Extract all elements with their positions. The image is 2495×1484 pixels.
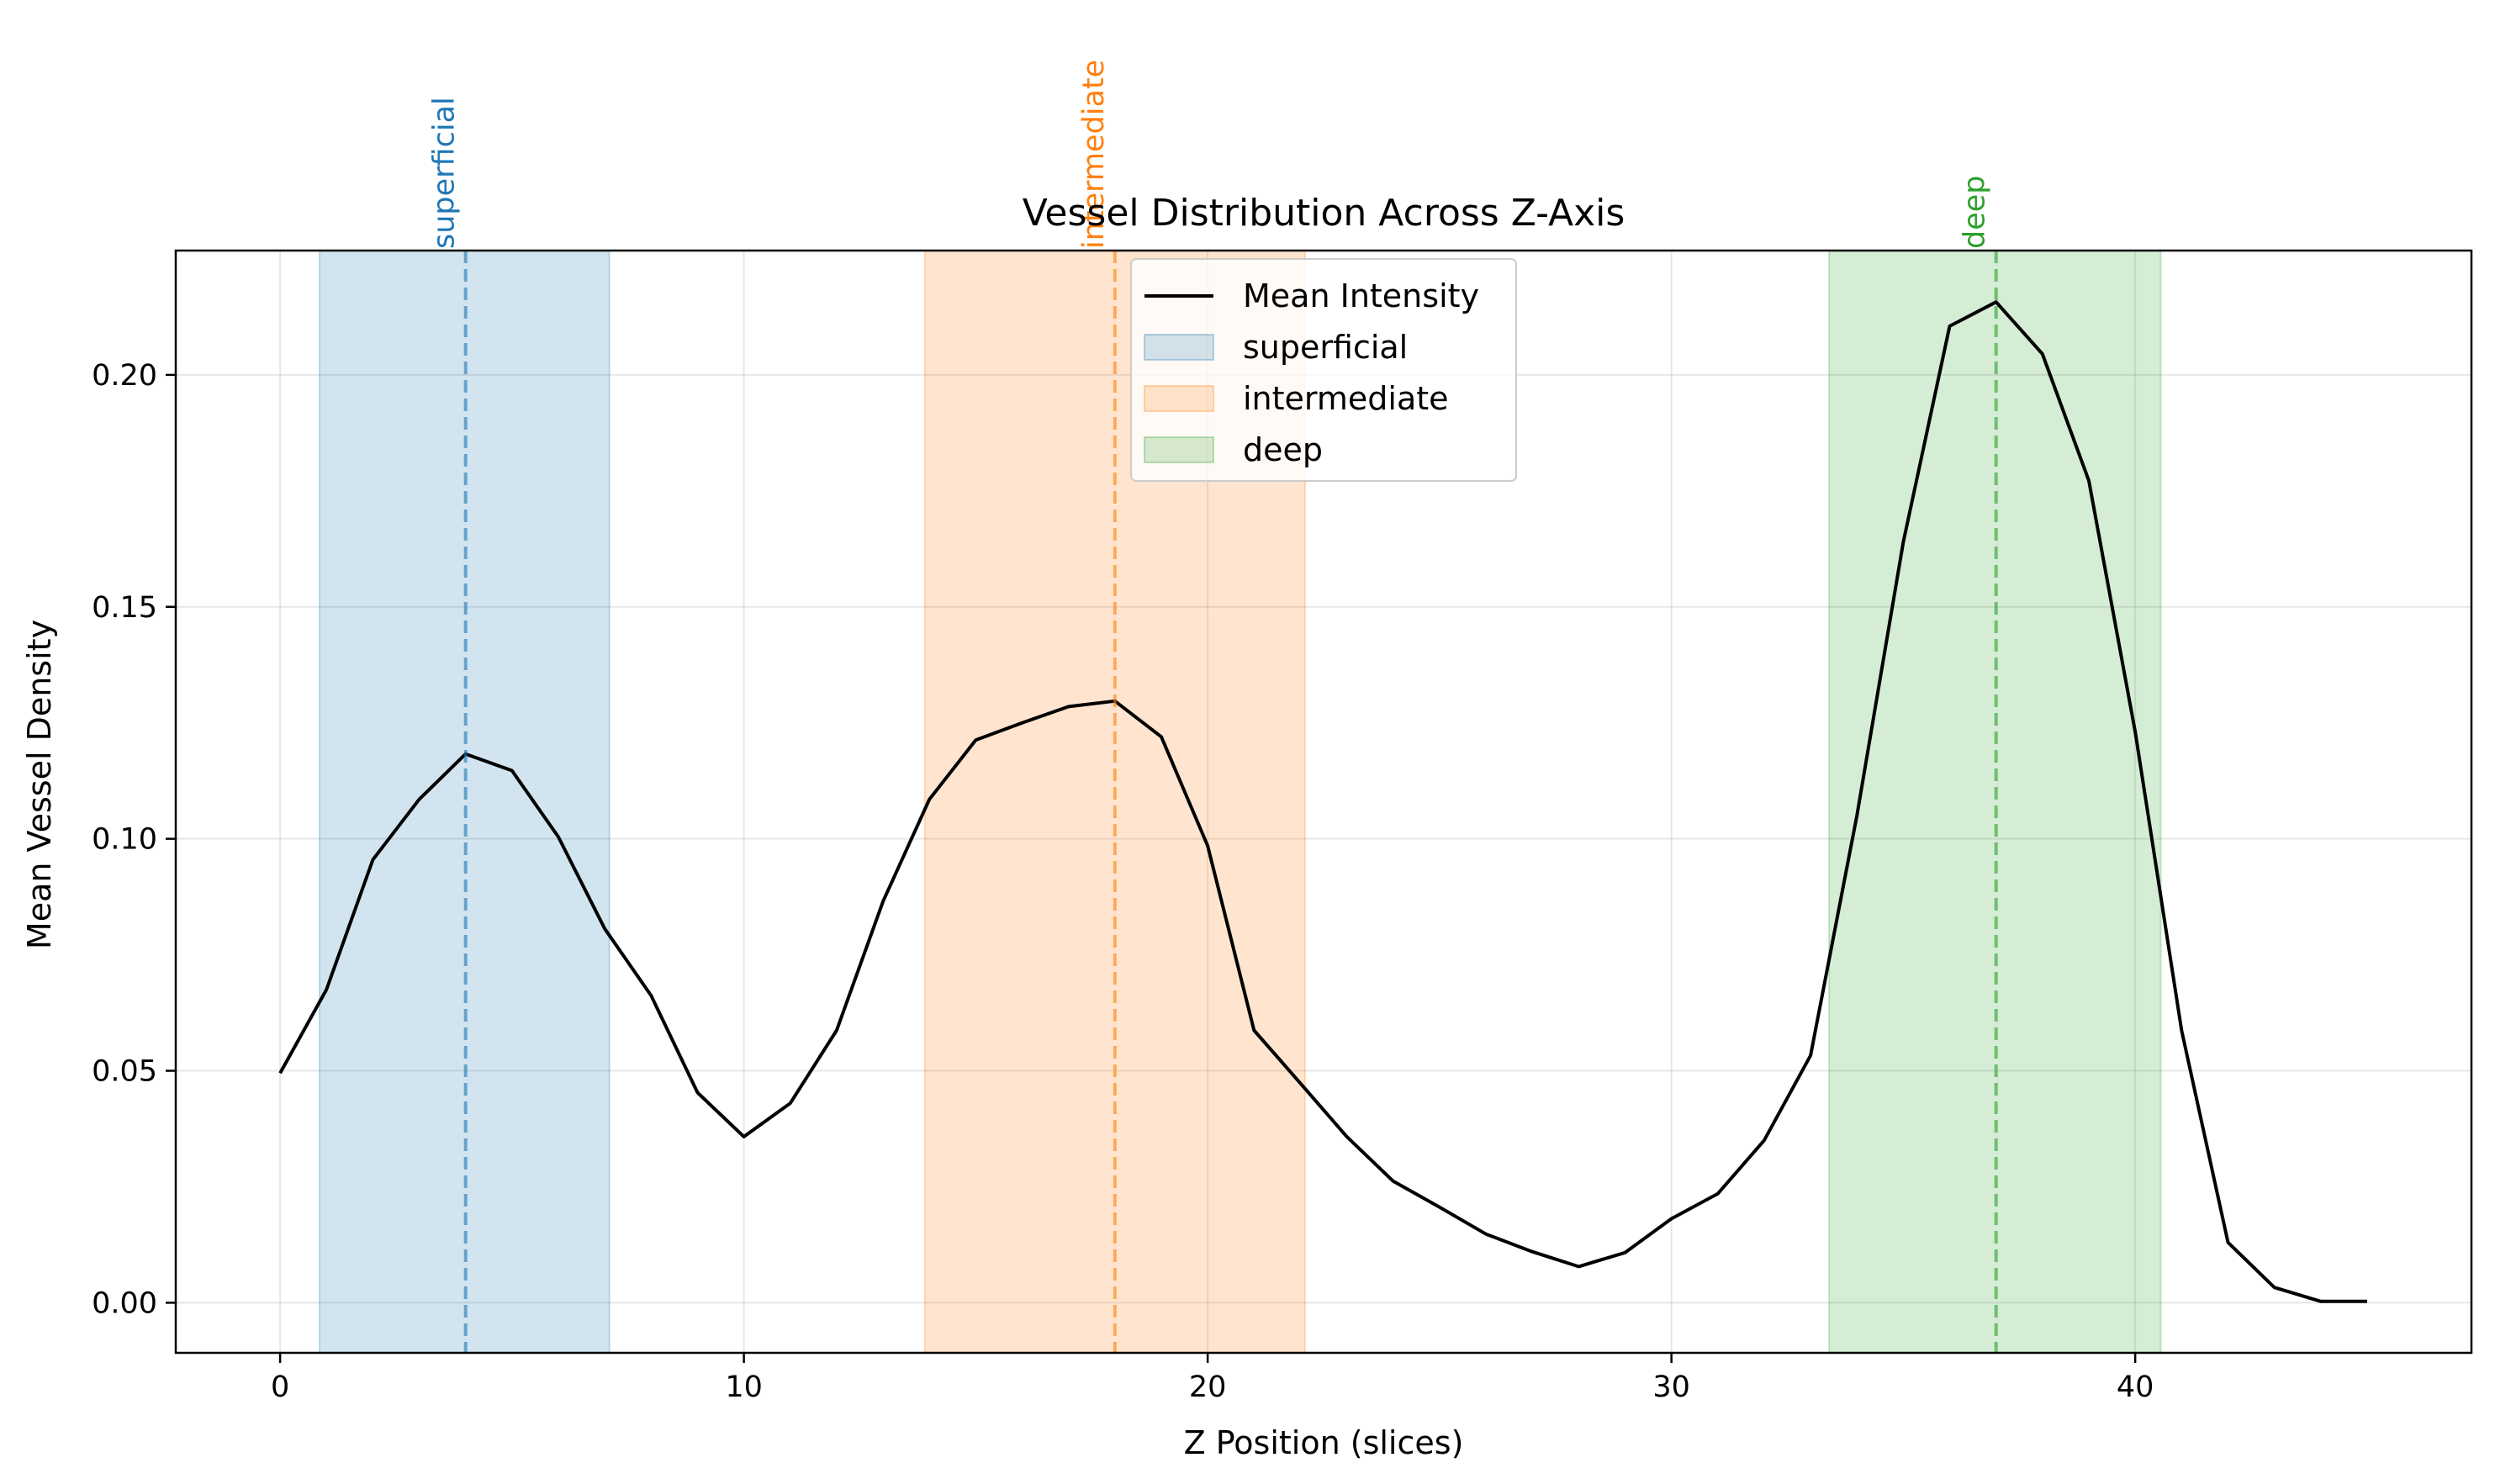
y-tick-label: 0.05 bbox=[92, 1055, 157, 1089]
region-label-intermediate: intermediate bbox=[1077, 60, 1111, 249]
legend-label: deep bbox=[1243, 431, 1323, 468]
x-tick-label: 0 bbox=[271, 1370, 289, 1404]
y-tick-label: 0.10 bbox=[92, 823, 157, 857]
legend-label: superficial bbox=[1243, 329, 1408, 366]
x-axis-label: Z Position (slices) bbox=[1184, 1424, 1464, 1461]
chart-title: Vessel Distribution Across Z-Axis bbox=[1023, 192, 1625, 235]
x-tick-label: 40 bbox=[2117, 1370, 2154, 1404]
y-tick-label: 0.20 bbox=[92, 359, 157, 393]
legend-label: intermediate bbox=[1243, 380, 1449, 417]
legend-frame bbox=[1130, 258, 1517, 482]
y-tick-label: 0.00 bbox=[92, 1286, 157, 1320]
x-tick-label: 20 bbox=[1189, 1370, 1227, 1404]
legend-swatch-intermediate bbox=[1144, 385, 1214, 412]
y-tick-label: 0.15 bbox=[92, 591, 157, 625]
region-label-superficial: superficial bbox=[428, 97, 462, 249]
legend: Mean Intensity superficial intermediate dee… bbox=[1130, 258, 1517, 482]
region-label-deep: deep bbox=[1958, 176, 1992, 250]
series-line-mean-intensity bbox=[278, 300, 2367, 1303]
axes-frame bbox=[174, 249, 2473, 1355]
x-tick-label: 30 bbox=[1652, 1370, 1690, 1404]
legend-swatch-superficial bbox=[1144, 334, 1214, 361]
plot-area: 0 10 20 30 40 0.00 0.05 0.10 0.15 0.20 superficial… bbox=[92, 60, 2473, 1404]
y-axis-label: Mean Vessel Density bbox=[21, 620, 58, 949]
legend-label: Mean Intensity bbox=[1243, 277, 1479, 314]
x-tick-label: 10 bbox=[725, 1370, 763, 1404]
legend-swatch-deep bbox=[1144, 436, 1214, 463]
